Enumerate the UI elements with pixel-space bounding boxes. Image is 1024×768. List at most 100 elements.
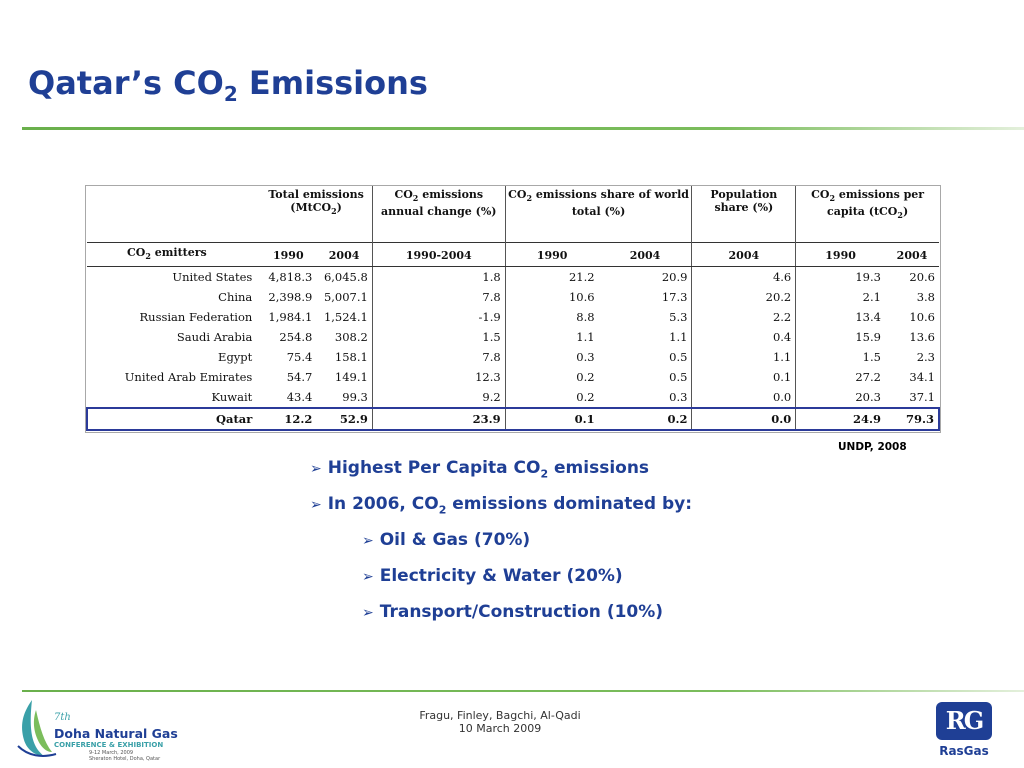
header-world-share: CO2 emissions share of world total (%) — [504, 186, 692, 243]
row-value: 7.8 — [371, 347, 506, 367]
footer-authors: Fragu, Finley, Bagchi, Al-Qadi — [419, 709, 581, 722]
row-value: 2.1 — [795, 287, 885, 307]
row-value: 4,818.3 — [268, 270, 313, 284]
row-value: 99.3 — [342, 390, 368, 404]
row-value: 0.1 — [691, 367, 796, 387]
row-country: Russian Federation — [139, 310, 253, 324]
row-value: 34.1 — [909, 370, 935, 384]
row-value: 12.3 — [371, 367, 506, 387]
row-value: 37.1 — [909, 390, 935, 404]
emissions-table-panel: Total emissions (MtCO2) CO2 emissions an… — [85, 185, 941, 433]
row-value: 2.2 — [691, 307, 796, 327]
flame-logo-icon — [17, 700, 57, 757]
logo-subtitle: CONFERENCE & EXHIBITION — [54, 741, 164, 749]
row-value: 0.2 — [504, 367, 599, 387]
row-value: 20.2 — [691, 287, 796, 307]
row-value: 75.4 — [286, 350, 313, 364]
edition-mark: 7th — [54, 712, 71, 723]
rasgas-name: RasGas — [939, 744, 989, 758]
row-value: 13.4 — [795, 307, 885, 327]
row-value: 1.5 — [795, 347, 885, 367]
subheader-col: 1990 — [504, 242, 599, 267]
row-value: 10.6 — [909, 310, 935, 324]
header-per-capita: CO2 emissions per capita (tCO2) — [795, 186, 939, 243]
row-value: 1.1 — [691, 347, 796, 367]
row-value: 12.2 — [260, 407, 317, 431]
row-value: 52.9 — [316, 407, 373, 431]
row-value: 158.1 — [334, 350, 368, 364]
subheader-col: 2004 — [598, 242, 692, 267]
row-value: 1,524.1 — [323, 310, 368, 324]
rasgas-logo: RG RasGas — [932, 702, 996, 764]
row-value: 4.6 — [691, 266, 796, 287]
row-value: 1.1 — [504, 327, 599, 347]
row-value: 6,045.8 — [323, 270, 368, 284]
subheader-col: 2004 — [316, 242, 373, 267]
doha-conference-logo: 7th Doha Natural Gas CONFERENCE & EXHIBI… — [14, 696, 178, 764]
row-value: 13.6 — [909, 330, 935, 344]
row-country: Saudi Arabia — [176, 330, 253, 344]
arrow-bullet-icon: ➢ — [310, 461, 322, 477]
table-body: United States 4,818.3 6,045.8 1.8 21.2 20.9 4.… — [85, 266, 941, 431]
table-row: United Arab Emirates 54.7 149.1 12.3 0.2 0.5 0… — [87, 367, 939, 387]
row-value: 15.9 — [795, 327, 885, 347]
subheader-emitters: CO2 emitters — [87, 242, 261, 267]
bullet-subitem: ➢ Electricity & Water (20%) — [362, 566, 623, 586]
row-value: 0.2 — [504, 387, 599, 408]
row-value: 21.2 — [504, 266, 599, 287]
row-country: United States — [172, 270, 253, 284]
row-value: 1,984.1 — [268, 310, 313, 324]
row-value: 0.3 — [669, 390, 688, 404]
row-value: 23.9 — [371, 407, 506, 431]
row-value: 5,007.1 — [323, 290, 368, 304]
subheader-col: 1990 — [795, 242, 885, 267]
header-blank — [87, 186, 260, 243]
row-value: 54.7 — [286, 370, 313, 384]
row-value: 0.4 — [691, 327, 796, 347]
subheader-col: 1990-2004 — [371, 242, 506, 267]
row-value: 19.3 — [795, 266, 885, 287]
emissions-table: Total emissions (MtCO2) CO2 emissions an… — [85, 186, 941, 431]
row-value: 24.9 — [795, 407, 885, 431]
source-citation: UNDP, 2008 — [838, 441, 907, 453]
bullet-subitem: ➢ Transport/Construction (10%) — [362, 602, 664, 622]
row-value: 149.1 — [334, 370, 368, 384]
table-row: Kuwait 43.4 99.3 9.2 0.2 0.3 0.0 20.3 37.1 — [87, 387, 939, 408]
row-country: Kuwait — [211, 390, 253, 404]
row-country: Qatar — [85, 407, 261, 431]
row-value: 20.9 — [661, 270, 688, 284]
table-row: Egypt 75.4 158.1 7.8 0.3 0.5 1.1 1.5 2.3 — [87, 347, 939, 367]
title-divider — [22, 127, 1024, 130]
bullet-item: ➢ In 2006, CO2 emissions dominated by: — [310, 494, 692, 517]
footer-date: 10 March 2009 — [458, 722, 542, 735]
row-value: 0.1 — [504, 407, 599, 431]
row-value: 0.0 — [691, 407, 796, 431]
row-value: 27.2 — [795, 367, 885, 387]
row-value: -1.9 — [371, 307, 506, 327]
row-country: United Arab Emirates — [124, 370, 253, 384]
row-value: 20.3 — [795, 387, 885, 408]
row-value: 79.3 — [884, 407, 941, 431]
header-total-emissions: Total emissions (MtCO2) — [268, 188, 364, 217]
row-value: 7.8 — [371, 287, 506, 307]
row-value: 10.6 — [504, 287, 599, 307]
row-value: 9.2 — [371, 387, 506, 408]
row-value: 0.5 — [669, 370, 688, 384]
footer-divider — [22, 690, 1024, 692]
logo-title: Doha Natural Gas — [54, 726, 178, 741]
slide-title: Qatar’s CO2 Emissions — [28, 64, 428, 106]
arrow-bullet-icon: ➢ — [362, 569, 374, 585]
table-row: Russian Federation 1,984.1 1,524.1 -1.9 8.8 5… — [87, 307, 939, 327]
subheader-col: 1990 — [260, 242, 317, 267]
table-row: Qatar 12.2 52.9 23.9 0.1 0.2 0.0 24.9 79.3 — [85, 407, 941, 431]
header-population-share: Population share (%) — [691, 186, 796, 243]
row-value: 8.8 — [504, 307, 599, 327]
row-country: China — [218, 290, 253, 304]
subheader-col: 2004 — [884, 242, 939, 267]
row-value: 254.8 — [279, 330, 313, 344]
row-value: 0.0 — [691, 387, 796, 408]
arrow-bullet-icon: ➢ — [310, 497, 322, 513]
bullet-item: ➢ Highest Per Capita CO2 emissions — [310, 458, 650, 481]
rasgas-logo-icon: RG — [936, 702, 992, 740]
row-value: 2,398.9 — [268, 290, 313, 304]
